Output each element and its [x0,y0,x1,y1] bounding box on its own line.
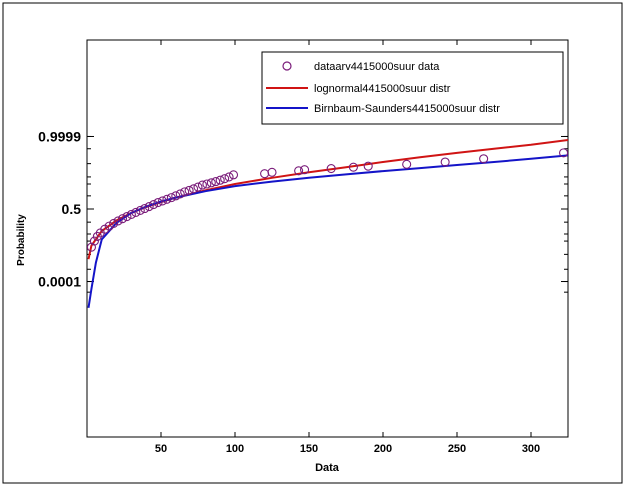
data-point [184,185,194,195]
legend-box [261,51,564,125]
data-point [153,197,163,208]
y-tick-label: 0.5 [62,201,82,217]
legend-label-data: dataarv4415000suur data [314,61,440,73]
tick-labels: 50 100 150 200 250 300 0.9999 0.5 0.0001 [38,128,540,455]
data-point [135,205,145,216]
data-point [228,170,239,180]
data-point [363,161,373,171]
data-point [144,201,154,212]
series-line-2 [87,154,568,308]
data-point [206,178,216,188]
data-point [157,196,168,206]
data-point [140,203,150,214]
data-point [189,184,199,194]
y-axis-label: Probability [16,214,27,266]
data-point [104,221,114,231]
data-point [180,187,190,197]
data-point [294,166,304,176]
data-point [166,193,176,203]
x-axis-label: Data [315,462,340,474]
data-point [202,179,212,189]
data-point [197,180,207,190]
legend: dataarv4415000suur data lognormal4415000… [261,51,564,125]
legend-marker-data [282,61,292,71]
data-point [109,218,119,228]
x-tick-label: 50 [155,443,167,455]
data-point [162,194,172,204]
data-point [193,182,203,192]
data-point [402,159,412,169]
data-markers [87,148,568,252]
data-point [175,189,185,199]
data-point [479,154,489,164]
data-point [559,148,568,158]
data-point [220,174,230,184]
data-point [113,216,123,226]
axis-ticks [87,40,568,437]
x-tick-label: 150 [300,443,318,455]
data-point [267,167,277,177]
data-point [300,165,310,175]
data-point [149,200,159,210]
x-tick-label: 100 [226,443,244,455]
legend-label-lognormal: lognormal4415000suur distr [314,83,451,95]
x-tick-label: 250 [448,443,466,455]
legend-label-birnbaum-saunders: Birnbaum-Saunders4415000suur distr [314,103,500,115]
data-point [440,157,450,167]
data-point [224,172,234,182]
data-point [215,175,225,185]
x-tick-label: 300 [522,443,540,455]
data-point [117,214,128,224]
data-point [131,207,141,217]
data-point [126,209,136,219]
data-point [348,162,358,172]
y-tick-label: 0.9999 [38,128,81,144]
data-point [326,163,336,174]
data-point [122,211,132,222]
y-tick-label: 0.0001 [38,274,81,290]
data-point [211,177,221,187]
x-tick-label: 200 [374,443,392,455]
data-point [89,236,99,246]
data-point [171,191,181,201]
